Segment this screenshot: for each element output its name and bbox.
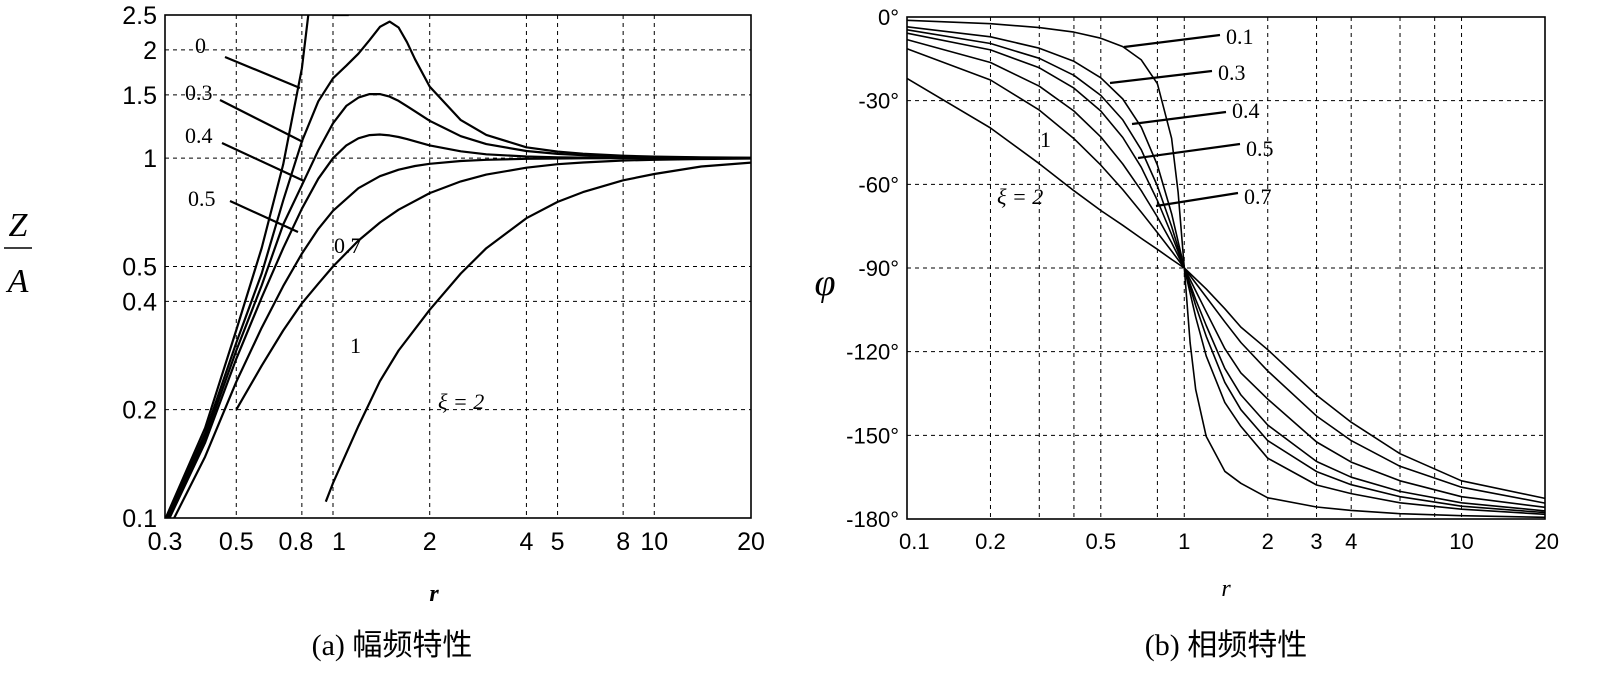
amplitude-series-zeta-1: [235, 157, 751, 411]
leader-zeta-0.4: [1131, 110, 1227, 126]
amplitude-series-zeta-0.3: [165, 20, 751, 518]
amplitude-series-labels: 0 0.3 0.4 0.5 0.7 1 ξ = 2: [185, 33, 484, 414]
phase-plot-frame: [906, 16, 1546, 520]
amplitude-y-tick-label: 1.5: [122, 82, 157, 110]
amplitude-x-tick-label: 0.3: [148, 528, 183, 556]
amplitude-y-tick-label: 0.5: [122, 254, 157, 282]
phase-x-tick-label: 4: [1345, 529, 1357, 554]
phase-y-tick-label: -120°: [846, 340, 899, 365]
amplitude-series-zeta-0.5: [168, 133, 751, 518]
phase-x-tick-label: 0.1: [899, 529, 930, 554]
leader-zeta-0.4: [221, 142, 305, 182]
leader-zeta-0.3: [1109, 69, 1213, 85]
phase-y-ticks: 0° -30° -60° -90° -120° -150° -180°: [846, 5, 899, 532]
leader-zeta-0.1: [1123, 33, 1221, 49]
label-zeta-2: ξ = 2: [438, 389, 484, 414]
label-zeta-1: 1: [1040, 127, 1051, 152]
phase-y-tick-label: -150°: [846, 423, 899, 448]
label-zeta-0.3: 0.3: [185, 80, 213, 105]
y-label-denominator: A: [6, 263, 29, 300]
phase-y-tick-label: -30°: [858, 89, 899, 114]
amplitude-series-zeta-0.7: [172, 157, 751, 518]
label-zeta-0.5: 0.5: [1246, 136, 1274, 161]
phase-series-zeta-0.5: [906, 32, 1546, 512]
phase-y-tick-label: -180°: [846, 507, 899, 532]
label-zeta-0: 0: [195, 33, 206, 58]
phase-x-tick-label: 0.5: [1086, 529, 1117, 554]
phase-y-tick-label: -60°: [858, 172, 899, 197]
phase-series-zeta-0.1: [906, 19, 1546, 519]
label-zeta-0.5: 0.5: [188, 186, 216, 211]
phase-chart: 0.1 0.2 0.5 1 2 3 4 10 20 0° -30° -60° -90° -120° -15…: [814, 5, 1559, 662]
amplitude-x-label: r: [429, 581, 439, 607]
phase-series-zeta-0.4: [906, 29, 1546, 514]
label-zeta-0.7: 0.7: [1244, 184, 1272, 209]
amplitude-y-label: Z A: [4, 207, 32, 300]
amplitude-caption: (a) 幅频特性: [312, 629, 473, 662]
amplitude-x-tick-label: 8: [616, 528, 630, 556]
amplitude-y-tick-label: 1: [143, 145, 157, 173]
phase-series-labels: 0.1 0.3 0.4 0.5 0.7 1 ξ = 2: [997, 24, 1274, 209]
amplitude-x-tick-label: 2: [423, 528, 437, 556]
phase-x-tick-label: 2: [1262, 529, 1274, 554]
label-zeta-2: ξ = 2: [997, 184, 1043, 209]
phase-x-tick-label: 10: [1449, 529, 1473, 554]
amplitude-x-tick-label: 0.5: [219, 528, 254, 556]
phase-series-zeta-0.7: [906, 38, 1546, 509]
label-zeta-0.4: 0.4: [1232, 98, 1260, 123]
amplitude-x-tick-label: 1: [332, 528, 346, 556]
phase-series-zeta-1: [906, 48, 1546, 504]
phase-curves: [906, 19, 1546, 519]
amplitude-y-tick-label: 0.4: [122, 288, 157, 316]
amplitude-x-ticks: 0.3 0.5 0.8 1 2 4 5 8 10 20: [148, 528, 765, 556]
amplitude-x-tick-label: 10: [640, 528, 668, 556]
phase-series-zeta-2: [906, 77, 1546, 500]
leader-zeta-0.5: [1137, 142, 1241, 160]
amplitude-plot-frame: [164, 14, 752, 519]
amplitude-y-tick-label: 0.1: [122, 505, 157, 533]
phase-y-tick-label: -90°: [858, 256, 899, 281]
amplitude-x-tick-label: 0.8: [278, 528, 313, 556]
phase-x-tick-label: 20: [1535, 529, 1559, 554]
label-zeta-0.4: 0.4: [185, 123, 213, 148]
phase-x-tick-label: 1: [1178, 529, 1190, 554]
phase-y-label: φ: [814, 262, 835, 304]
phase-caption: (b) 相频特性: [1145, 629, 1307, 662]
phase-y-tick-label: 0°: [878, 5, 899, 30]
phase-x-label: r: [1221, 576, 1231, 602]
amplitude-chart: 0.3 0.5 0.8 1 2 4 5 8 10 20 0.10.20.40.511.522.5 …: [4, 2, 765, 662]
label-zeta-0.3: 0.3: [1218, 60, 1246, 85]
amplitude-y-tick-label: 2.5: [122, 2, 157, 30]
amplitude-x-tick-label: 4: [519, 528, 533, 556]
amplitude-x-tick-label: 5: [551, 528, 565, 556]
leader-zeta-0: [224, 55, 301, 90]
leader-zeta-0.3: [219, 99, 304, 143]
y-label-numerator: Z: [9, 207, 29, 244]
leader-zeta-0.5: [229, 199, 299, 234]
label-zeta-0.1: 0.1: [1226, 24, 1254, 49]
phase-grid: [906, 16, 1546, 520]
phase-x-tick-label: 3: [1310, 529, 1322, 554]
amplitude-x-tick-label: 20: [737, 528, 765, 556]
amplitude-series-zeta-2: [324, 161, 751, 503]
amplitude-y-ticks: 0.1 0.2 0.4 0.5 1 1.5 2 2.5: [122, 2, 157, 533]
label-zeta-1: 1: [350, 333, 361, 358]
phase-series-zeta-0.3: [906, 26, 1546, 516]
phase-x-ticks: 0.1 0.2 0.5 1 2 3 4 10 20: [899, 529, 1559, 554]
amplitude-curves: [165, 15, 751, 518]
leader-zeta-0.7: [1155, 191, 1239, 208]
amplitude-y-tick-label: 0.2: [122, 397, 157, 425]
amplitude-series-zeta-0.4: [167, 93, 751, 518]
amplitude-series-zeta-0: [165, 15, 349, 518]
phase-x-tick-label: 0.2: [975, 529, 1006, 554]
amplitude-grid: [164, 14, 752, 519]
amplitude-y-tick-label: 2: [143, 37, 157, 65]
label-zeta-0.7: 0.7: [334, 233, 362, 258]
